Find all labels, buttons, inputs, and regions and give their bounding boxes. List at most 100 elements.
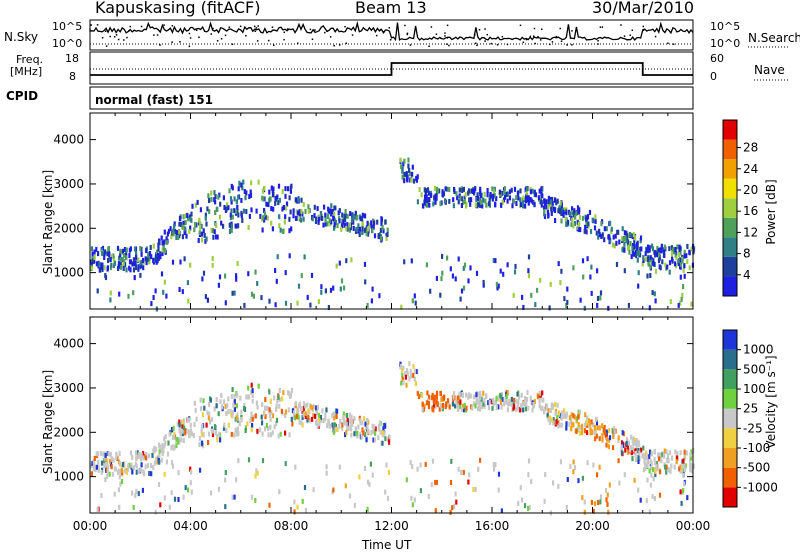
nsky-dot bbox=[338, 44, 341, 46]
heatmap-cell bbox=[264, 426, 267, 432]
heatmap-cell bbox=[298, 214, 301, 220]
heatmap-cell bbox=[361, 220, 364, 226]
heatmap-cell bbox=[523, 401, 526, 407]
heatmap-cell bbox=[684, 463, 687, 469]
heatmap-cell bbox=[566, 219, 569, 225]
velocity-colorbar-swatch bbox=[723, 408, 737, 429]
heatmap-cell bbox=[284, 193, 287, 199]
heatmap-cell bbox=[161, 442, 164, 448]
heatmap-cell bbox=[202, 398, 205, 404]
heatmap-cell bbox=[492, 258, 495, 263]
heatmap-cell bbox=[289, 185, 292, 191]
heatmap-cell bbox=[637, 487, 640, 493]
heatmap-cell bbox=[278, 214, 281, 220]
heatmap-cell bbox=[642, 467, 645, 473]
heatmap-cell bbox=[597, 234, 600, 240]
heatmap-cell bbox=[235, 431, 238, 437]
heatmap-cell bbox=[458, 391, 461, 397]
heatmap-cell bbox=[462, 469, 465, 475]
velocity-colorbar-frame bbox=[722, 329, 738, 508]
heatmap-cell bbox=[623, 247, 626, 253]
nsky-dot bbox=[642, 29, 645, 32]
heatmap-cell bbox=[123, 258, 126, 264]
heatmap-cell bbox=[97, 464, 100, 470]
heatmap-cell bbox=[181, 224, 184, 230]
heatmap-cell bbox=[515, 201, 518, 206]
heatmap-cell bbox=[144, 455, 147, 461]
heatmap-cell bbox=[373, 233, 377, 239]
heatmap-cell bbox=[366, 418, 369, 424]
heatmap-cell bbox=[95, 261, 98, 267]
heatmap-cell bbox=[531, 407, 534, 413]
heatmap-cell bbox=[646, 273, 649, 279]
heatmap-cell bbox=[572, 265, 575, 271]
heatmap-cell bbox=[596, 268, 599, 274]
heatmap-cell bbox=[596, 500, 600, 505]
heatmap-cell bbox=[382, 426, 385, 432]
heatmap-cell bbox=[175, 437, 178, 443]
heatmap-cell bbox=[626, 444, 630, 450]
heatmap-cell bbox=[132, 465, 136, 471]
heatmap-cell bbox=[146, 257, 149, 263]
heatmap-cell bbox=[332, 285, 335, 291]
heatmap-cell bbox=[665, 464, 668, 470]
heatmap-cell bbox=[130, 462, 133, 468]
velocity-colorbar-swatch bbox=[723, 448, 737, 468]
heatmap-cell bbox=[189, 422, 192, 428]
heatmap-cell bbox=[159, 251, 162, 257]
heatmap-cell bbox=[206, 297, 209, 303]
heatmap-cell bbox=[141, 487, 144, 493]
heatmap-cell bbox=[235, 427, 238, 433]
heatmap-cell bbox=[570, 222, 573, 227]
heatmap-cell bbox=[467, 392, 471, 398]
heatmap-cell bbox=[381, 430, 384, 436]
heatmap-cell bbox=[600, 221, 603, 227]
heatmap-cell bbox=[219, 437, 222, 443]
heatmap-cell bbox=[585, 221, 588, 227]
heatmap-cell bbox=[332, 411, 335, 417]
heatmap-cell bbox=[285, 201, 289, 207]
heatmap-cell bbox=[303, 254, 306, 260]
heatmap-cell bbox=[598, 232, 601, 238]
heatmap-cell bbox=[462, 199, 465, 205]
heatmap-cell bbox=[536, 287, 539, 293]
heatmap-cell bbox=[196, 199, 199, 205]
heatmap-cell bbox=[423, 187, 426, 193]
heatmap-cell bbox=[298, 419, 301, 425]
heatmap-cell bbox=[477, 466, 480, 472]
heatmap-cell bbox=[653, 456, 656, 462]
heatmap-cell bbox=[554, 411, 557, 417]
heatmap-cell bbox=[102, 451, 105, 457]
heatmap-cell bbox=[277, 433, 280, 439]
heatmap-cell bbox=[424, 191, 427, 197]
heatmap-cell bbox=[435, 195, 438, 201]
heatmap-cell bbox=[599, 499, 602, 505]
heatmap-cell bbox=[381, 440, 384, 446]
heatmap-cell bbox=[646, 458, 649, 464]
heatmap-cell bbox=[436, 188, 439, 194]
nsky-dot bbox=[490, 42, 492, 45]
heatmap-cell bbox=[199, 397, 202, 403]
nsky-dot bbox=[296, 42, 299, 45]
heatmap-cell bbox=[427, 404, 431, 410]
heatmap-cell bbox=[659, 453, 662, 459]
nsky-panel bbox=[89, 19, 694, 51]
heatmap-cell bbox=[571, 421, 574, 427]
heatmap-cell bbox=[157, 481, 161, 487]
heatmap-cell bbox=[122, 266, 125, 271]
heatmap-cell bbox=[274, 302, 277, 308]
heatmap-cell bbox=[133, 246, 137, 252]
nsky-dot bbox=[324, 31, 326, 34]
heatmap-cell bbox=[124, 262, 127, 268]
heatmap-cell bbox=[200, 237, 204, 243]
heatmap-cell bbox=[222, 195, 225, 201]
heatmap-cell bbox=[341, 223, 344, 229]
heatmap-cell bbox=[376, 219, 379, 225]
heatmap-cell bbox=[213, 197, 216, 203]
heatmap-cell bbox=[129, 267, 132, 273]
heatmap-cell bbox=[388, 439, 391, 445]
heatmap-cell bbox=[425, 202, 428, 208]
heatmap-cell bbox=[385, 235, 388, 241]
heatmap-cell bbox=[538, 188, 541, 194]
heatmap-cell bbox=[505, 192, 508, 197]
